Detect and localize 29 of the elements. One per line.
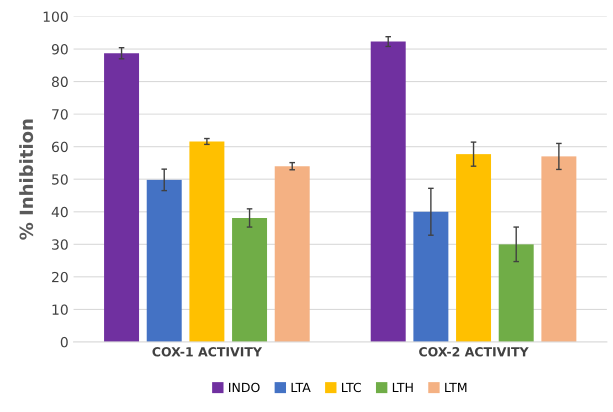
- bar: [274, 166, 310, 342]
- legend-label: LTA: [292, 382, 311, 392]
- bar: [232, 218, 268, 342]
- y-tick-label: 90: [52, 44, 68, 54]
- bar: [370, 42, 406, 342]
- y-tick-label: 40: [52, 206, 68, 218]
- bar: [413, 212, 448, 342]
- legend-label: INDO: [229, 382, 260, 392]
- y-tick-label: 30: [52, 239, 68, 250]
- legend-label: LTM: [445, 382, 466, 392]
- legend-label: LTH: [392, 382, 413, 392]
- bar: [146, 180, 182, 342]
- bar: [189, 141, 224, 342]
- y-tick-label: 50: [52, 174, 68, 185]
- legend-label: LTC: [342, 382, 361, 392]
- x-tick-label: COX-2 ACTIVITY: [419, 347, 529, 356]
- bar: [456, 154, 492, 342]
- bar: [498, 244, 534, 342]
- y-axis-title: % Inhibition: [19, 120, 34, 240]
- y-tick-label: 60: [52, 142, 68, 152]
- x-tick-label: COX-1 ACTIVITY: [152, 347, 262, 356]
- y-tick-label: 20: [52, 272, 68, 282]
- bar: [104, 53, 140, 342]
- y-tick-label: 10: [52, 304, 68, 315]
- y-tick-label: 70: [52, 109, 68, 120]
- bar: [541, 156, 576, 342]
- y-tick-label: 0: [60, 336, 68, 348]
- y-tick-label: 80: [52, 76, 68, 88]
- y-tick-label: 100: [44, 11, 68, 22]
